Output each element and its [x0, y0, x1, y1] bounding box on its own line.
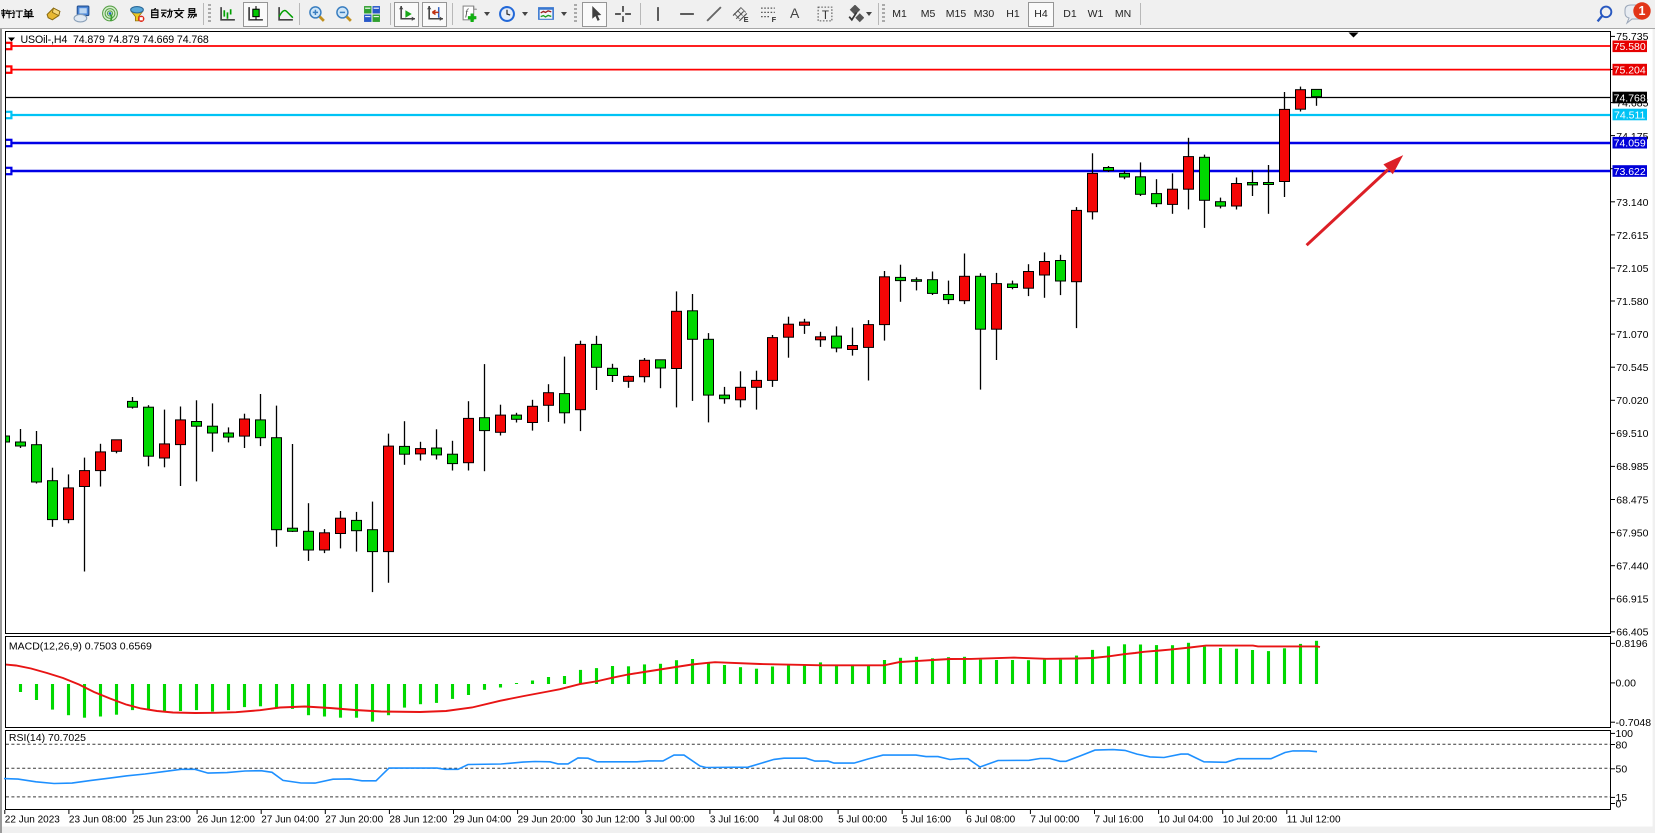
svg-text:29 Jun 04:00: 29 Jun 04:00: [454, 815, 512, 826]
svg-text:3 Jul 00:00: 3 Jul 00:00: [646, 815, 695, 826]
svg-text:67.950: 67.950: [1616, 528, 1648, 540]
svg-text:5 Jul 00:00: 5 Jul 00:00: [838, 815, 887, 826]
svg-text:67.440: 67.440: [1616, 561, 1648, 573]
svg-text:72.615: 72.615: [1616, 230, 1648, 242]
svg-text:29 Jun 20:00: 29 Jun 20:00: [518, 815, 576, 826]
svg-text:F: F: [772, 15, 777, 23]
svg-text:4 Jul 08:00: 4 Jul 08:00: [774, 815, 823, 826]
svg-text:11 Jul 12:00: 11 Jul 12:00: [1287, 815, 1341, 826]
svg-text:66.915: 66.915: [1616, 594, 1648, 606]
svg-text:72.105: 72.105: [1616, 263, 1648, 275]
svg-text:68.475: 68.475: [1616, 494, 1648, 506]
svg-text:7 Jul 16:00: 7 Jul 16:00: [1095, 815, 1144, 826]
svg-text:66.405: 66.405: [1616, 627, 1648, 639]
svg-text:69.510: 69.510: [1616, 428, 1648, 440]
svg-text:7 Jul 00:00: 7 Jul 00:00: [1030, 815, 1079, 826]
svg-text:74.059: 74.059: [1614, 138, 1646, 150]
svg-text:71.580: 71.580: [1616, 296, 1648, 308]
svg-text:15: 15: [1616, 792, 1628, 804]
svg-text:6 Jul 08:00: 6 Jul 08:00: [966, 815, 1015, 826]
svg-text:27 Jun 20:00: 27 Jun 20:00: [325, 815, 383, 826]
svg-text:73.622: 73.622: [1614, 166, 1646, 178]
svg-text:50: 50: [1616, 764, 1628, 776]
svg-text:74.511: 74.511: [1614, 109, 1645, 121]
svg-text:5 Jul 16:00: 5 Jul 16:00: [902, 815, 951, 826]
svg-text:70.020: 70.020: [1616, 395, 1648, 407]
svg-text:75.204: 75.204: [1614, 64, 1646, 76]
svg-text:MACD(12,26,9) 0.7503 0.6569: MACD(12,26,9) 0.7503 0.6569: [9, 640, 152, 652]
svg-text:3 Jul 16:00: 3 Jul 16:00: [710, 815, 759, 826]
svg-text:30 Jun 12:00: 30 Jun 12:00: [582, 815, 640, 826]
svg-text:23 Jun 08:00: 23 Jun 08:00: [69, 815, 127, 826]
svg-text:75.735: 75.735: [1616, 31, 1648, 43]
svg-text:0: 0: [1616, 798, 1622, 810]
svg-text:25 Jun 23:00: 25 Jun 23:00: [133, 815, 191, 826]
svg-text:71.070: 71.070: [1616, 329, 1648, 341]
svg-text:10 Jul 04:00: 10 Jul 04:00: [1159, 815, 1214, 826]
svg-text:0.00: 0.00: [1616, 678, 1637, 690]
svg-text:26 Jun 12:00: 26 Jun 12:00: [197, 815, 255, 826]
svg-text:10 Jul 20:00: 10 Jul 20:00: [1223, 815, 1278, 826]
svg-text:70.545: 70.545: [1616, 362, 1648, 374]
svg-text:E: E: [744, 15, 749, 23]
svg-text:68.985: 68.985: [1616, 461, 1648, 473]
svg-text:73.140: 73.140: [1616, 197, 1648, 209]
svg-text:T: T: [822, 9, 829, 22]
svg-text:1: 1: [1639, 4, 1646, 18]
svg-text:100: 100: [1616, 728, 1634, 740]
svg-text:f: f: [465, 8, 469, 19]
svg-text:RSI(14) 70.7025: RSI(14) 70.7025: [9, 732, 86, 744]
svg-text:0.8196: 0.8196: [1616, 638, 1648, 650]
svg-text:22 Jun 2023: 22 Jun 2023: [5, 815, 60, 826]
svg-text:28 Jun 12:00: 28 Jun 12:00: [389, 815, 447, 826]
svg-text:USOil-,H4 74.879 74.879 74.66: USOil-,H4 74.879 74.879 74.669 74.768: [21, 34, 209, 46]
svg-text:27 Jun 04:00: 27 Jun 04:00: [261, 815, 319, 826]
svg-text:74.768: 74.768: [1614, 92, 1646, 104]
svg-text:80: 80: [1616, 739, 1628, 751]
svg-text:-0.7048: -0.7048: [1616, 717, 1652, 729]
svg-text:75.580: 75.580: [1614, 41, 1646, 53]
